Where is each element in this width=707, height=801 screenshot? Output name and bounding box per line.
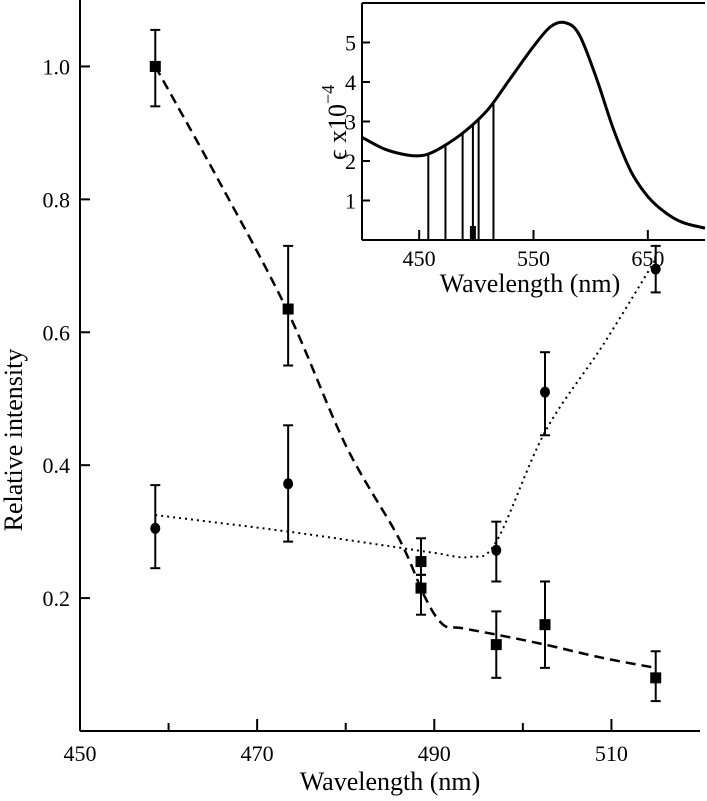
inset-x-tick-label: 650 [631, 246, 664, 271]
main-y-tick-label: 0.2 [43, 586, 71, 611]
square-marker [650, 672, 662, 684]
inset-y-tick-label: 1 [345, 189, 356, 214]
circle-marker [540, 386, 550, 398]
inset-y-label-prefix: ϵ x10 [323, 104, 352, 160]
main-y-tick-label: 0.8 [43, 187, 71, 212]
square-marker [149, 60, 161, 72]
inset-excitation-lines [427, 101, 495, 240]
square-marker [539, 619, 551, 631]
main-curve-circles [155, 258, 657, 559]
main-x-axis-label: Wavelength (nm) [300, 767, 481, 796]
main-y-axis-label: Relative intensity [0, 349, 28, 532]
inset-y-tick-label: 4 [345, 70, 356, 95]
inset-x-tick-label: 550 [517, 246, 550, 271]
main-y-tick-label: 0.4 [43, 453, 71, 478]
inset-absorption-curve [361, 20, 706, 230]
inset-x-tick-label: 450 [403, 246, 436, 271]
main-markers [149, 60, 662, 684]
main-y-ticks: 0.2 0.4 0.6 0.8 1.0 [43, 54, 90, 611]
main-x-tick-label: 470 [241, 741, 274, 766]
circle-marker [283, 478, 294, 490]
main-x-ticks: 450 470 490 510 [64, 719, 628, 766]
circle-marker [150, 522, 161, 534]
inset-y-tick-label: 2 [345, 149, 356, 174]
main-y-tick-label: 0.6 [43, 320, 71, 345]
square-marker [415, 556, 427, 568]
inset-wavelength-marker [469, 226, 476, 240]
main-x-tick-label: 510 [595, 741, 628, 766]
inset-y-tick-label: 3 [345, 110, 356, 135]
main-x-tick-label: 490 [418, 741, 451, 766]
circle-marker [650, 263, 661, 275]
inset-y-tick-label: 5 [345, 31, 356, 56]
main-error-bars [150, 28, 661, 703]
inset-y-ticks: 1 2 3 4 5 [345, 31, 370, 214]
main-curves [154, 65, 657, 670]
inset-y-label-exponent: −4 [318, 85, 338, 104]
inset-plot: 450 550 650 1 2 3 4 5 Wavelength (nm) ϵ x10−4 [318, 2, 706, 298]
main-curve-squares [154, 65, 656, 670]
inset-x-ticks: 450 550 650 [403, 230, 664, 271]
circle-marker [491, 544, 502, 556]
main-x-tick-label: 450 [64, 741, 97, 766]
square-marker [490, 639, 502, 651]
main-y-tick-label: 1.0 [43, 54, 71, 79]
inset-x-axis-label: Wavelength (nm) [440, 269, 621, 298]
inset-y-axis-label: ϵ x10−4 [318, 85, 352, 160]
square-marker [282, 303, 294, 315]
square-marker [415, 582, 427, 594]
